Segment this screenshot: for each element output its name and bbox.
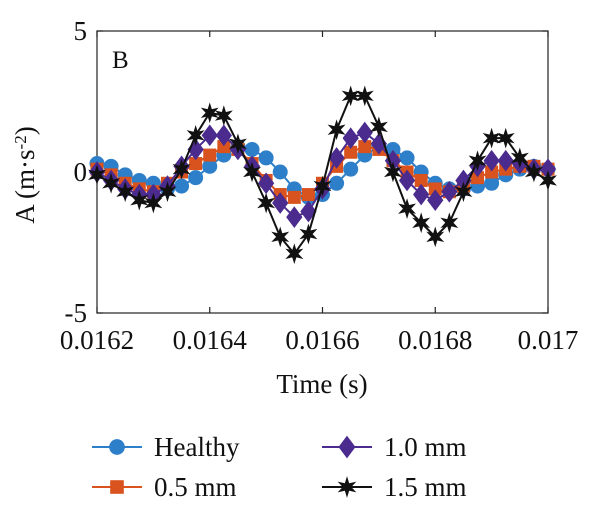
data-point-1-0-mm: [413, 183, 430, 206]
panel-label: B: [112, 47, 129, 74]
legend-label: 1.5 mm: [384, 472, 467, 502]
data-point-1-5-mm: [468, 150, 487, 172]
data-point-1-5-mm: [214, 105, 233, 126]
legend-marker: [110, 480, 124, 494]
data-point-0-5-mm: [301, 188, 315, 202]
data-point-1-5-mm: [510, 147, 529, 169]
data-point-1-5-mm: [454, 181, 473, 203]
data-point-1-5-mm: [200, 102, 219, 124]
data-point-1-0-mm: [300, 200, 317, 223]
data-point-1-5-mm: [412, 212, 431, 234]
data-point-healthy: [258, 150, 274, 166]
data-point-1-5-mm: [426, 226, 445, 248]
data-point-1-5-mm: [355, 85, 374, 107]
legend-item-1-5-mm: 1.5 mm: [322, 472, 467, 502]
data-point-1-0-mm: [328, 147, 345, 169]
data-point-healthy: [272, 164, 288, 180]
data-point-1-0-mm: [272, 192, 289, 214]
data-point-1-5-mm: [440, 212, 459, 234]
data-point-1-5-mm: [327, 119, 346, 141]
data-point-1-0-mm: [497, 149, 514, 172]
data-point-healthy: [188, 170, 204, 186]
y-axis-label-close: ): [10, 126, 40, 135]
legend-label: 1.0 mm: [384, 432, 467, 462]
data-point-1-0-mm: [483, 149, 500, 172]
y-axis-label-exponent: -2: [11, 135, 30, 149]
data-point-healthy: [174, 178, 190, 194]
data-point-1-5-mm: [285, 243, 304, 265]
data-point-1-0-mm: [215, 124, 232, 147]
data-point-1-0-mm: [286, 206, 303, 228]
data-point-healthy: [343, 161, 359, 177]
data-point-1-5-mm: [228, 133, 247, 155]
data-point-1-5-mm: [257, 192, 276, 214]
data-point-1-5-mm: [172, 158, 191, 180]
x-tick-label: 0.0164: [173, 325, 248, 355]
data-point-1-5-mm: [88, 164, 106, 186]
data-point-1-5-mm: [116, 181, 135, 203]
x-tick-label: 0.0166: [285, 325, 359, 355]
data-point-1-5-mm: [144, 192, 163, 214]
data-point-healthy: [244, 141, 260, 157]
y-axis-label-main: A (m·s: [10, 149, 40, 223]
data-point-1-5-mm: [102, 172, 121, 194]
y-tick-label: 0: [74, 157, 88, 187]
y-axis-label: A (m·s-2): [10, 126, 40, 223]
data-point-1-5-mm: [299, 223, 318, 245]
legend-label: Healthy: [154, 432, 240, 462]
data-point-1-5-mm: [130, 189, 149, 211]
data-point-1-0-mm: [342, 127, 359, 149]
legend-marker: [109, 439, 125, 455]
data-point-1-5-mm: [186, 124, 205, 146]
data-point-1-5-mm: [524, 161, 543, 183]
data-point-1-5-mm: [398, 198, 417, 220]
y-tick-label: -5: [65, 298, 88, 328]
axis-ticks: 0.0162 0.0164 0.0166 0.0168 0.017 -5 0 5: [60, 16, 579, 355]
data-point-0-5-mm: [203, 148, 217, 162]
legend-marker: [338, 435, 356, 459]
legend-item-healthy: Healthy: [92, 432, 240, 462]
x-axis-label: Time (s): [276, 369, 367, 399]
x-tick-label: 0.0168: [398, 325, 472, 355]
data-point-1-5-mm: [313, 175, 332, 197]
data-point-1-5-mm: [271, 226, 290, 248]
data-point-1-5-mm: [243, 161, 262, 183]
data-point-1-0-mm: [427, 189, 444, 212]
x-tick-label: 0.0162: [60, 325, 134, 355]
legend-item-1-0-mm: 1.0 mm: [322, 432, 467, 462]
data-point-1-5-mm: [496, 127, 515, 149]
data-point-healthy: [329, 175, 345, 191]
data-point-1-0-mm: [441, 180, 458, 203]
y-tick-label: 5: [74, 16, 88, 46]
data-point-1-5-mm: [539, 170, 557, 191]
series-layer: [88, 85, 557, 265]
data-point-1-5-mm: [158, 181, 177, 203]
data-point-1-5-mm: [383, 161, 402, 183]
data-point-1-0-mm: [201, 124, 218, 147]
legend-marker: [337, 476, 357, 498]
legend: Healthy 0.5 mm 1.0 mm 1.5 mm: [92, 432, 467, 502]
x-tick-label: 0.017: [518, 325, 579, 355]
data-point-1-5-mm: [369, 116, 388, 138]
data-point-0-5-mm: [287, 190, 301, 204]
data-point-1-0-mm: [356, 121, 373, 144]
data-point-healthy: [399, 150, 415, 166]
data-point-1-0-mm: [398, 169, 416, 192]
series-1-5-mm: [88, 85, 557, 265]
legend-item-0-5-mm: 0.5 mm: [92, 472, 237, 502]
legend-label: 0.5 mm: [154, 472, 237, 502]
